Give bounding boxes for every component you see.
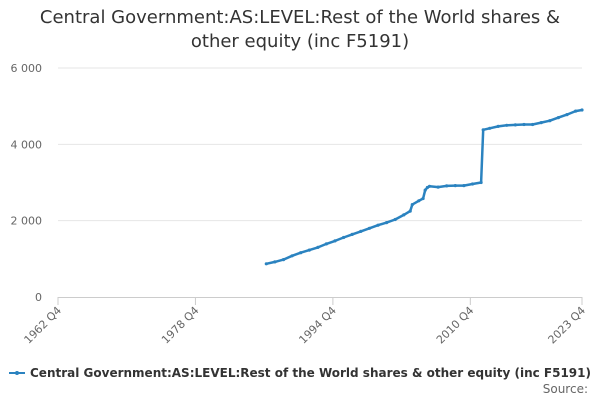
data-point[interactable] <box>417 199 421 203</box>
data-point[interactable] <box>376 223 380 227</box>
data-point[interactable] <box>273 260 277 264</box>
x-axis <box>57 297 583 305</box>
data-point[interactable] <box>470 182 475 186</box>
data-point[interactable] <box>290 254 294 258</box>
data-point[interactable] <box>359 229 363 233</box>
legend-series-label: Central Government:AS:LEVEL:Rest of the … <box>30 366 591 380</box>
data-point[interactable] <box>367 226 371 230</box>
data-point[interactable] <box>505 123 509 127</box>
data-point[interactable] <box>342 235 346 240</box>
data-point[interactable] <box>408 209 412 213</box>
data-point[interactable] <box>436 185 440 189</box>
x-axis-tick-labels: 1962 Q4 1978 Q4 1994 Q4 2010 Q4 2023 Q4 <box>22 304 589 347</box>
y-tick-label: 2 000 <box>11 215 43 228</box>
data-point[interactable] <box>496 124 500 128</box>
data-point[interactable] <box>565 113 569 117</box>
data-point[interactable] <box>402 213 406 217</box>
y-tick-label: 4 000 <box>11 138 43 151</box>
legend[interactable]: Central Government:AS:LEVEL:Rest of the … <box>0 364 600 382</box>
data-point[interactable] <box>423 188 427 192</box>
data-point[interactable] <box>548 119 552 123</box>
data-point[interactable] <box>445 184 449 188</box>
data-point[interactable] <box>307 248 311 252</box>
data-point[interactable] <box>316 245 320 249</box>
data-point[interactable] <box>556 116 561 120</box>
data-point[interactable] <box>580 108 584 112</box>
data-point[interactable] <box>410 203 414 207</box>
data-point[interactable] <box>481 128 485 132</box>
data-point[interactable] <box>513 123 518 127</box>
data-point[interactable] <box>264 262 268 266</box>
series-group <box>264 108 584 266</box>
data-point[interactable] <box>522 122 526 127</box>
chart-title: Central Government:AS:LEVEL:Rest of the … <box>0 6 600 54</box>
data-point[interactable] <box>488 126 492 130</box>
data-point[interactable] <box>333 239 337 243</box>
data-point[interactable] <box>324 242 328 246</box>
data-point[interactable] <box>427 184 432 188</box>
data-point[interactable] <box>539 121 543 125</box>
x-tick-label: 1978 Q4 <box>159 304 202 347</box>
source-label: Source: <box>542 382 588 396</box>
y-tick-label: 0 <box>35 291 42 304</box>
chart-title-line-2: other equity (inc F5191) <box>190 31 410 52</box>
data-point[interactable] <box>350 232 354 236</box>
gridlines <box>58 67 582 222</box>
series-line[interactable] <box>266 108 583 266</box>
y-tick-label: 6 000 <box>11 62 43 75</box>
data-point[interactable] <box>421 196 425 201</box>
x-tick-label: 1994 Q4 <box>296 304 339 347</box>
x-tick-label: 2010 Q4 <box>434 304 477 347</box>
data-point[interactable] <box>299 251 303 255</box>
x-tick-label: 2023 Q4 <box>546 304 589 347</box>
legend-series-marker <box>9 367 25 379</box>
chart-title-line-1: Central Government:AS:LEVEL:Rest of the … <box>39 7 561 28</box>
data-point[interactable] <box>479 180 483 185</box>
legend-dot-swatch <box>15 371 19 375</box>
data-point[interactable] <box>385 221 389 225</box>
data-point[interactable] <box>393 217 397 222</box>
y-axis-tick-labels: 0 2 000 4 000 6 000 <box>11 62 43 304</box>
data-point[interactable] <box>453 184 457 188</box>
data-point[interactable] <box>462 184 466 188</box>
data-point[interactable] <box>574 109 578 113</box>
data-point[interactable] <box>531 122 535 127</box>
data-point[interactable] <box>281 258 286 262</box>
x-tick-label: 1962 Q4 <box>22 304 65 347</box>
